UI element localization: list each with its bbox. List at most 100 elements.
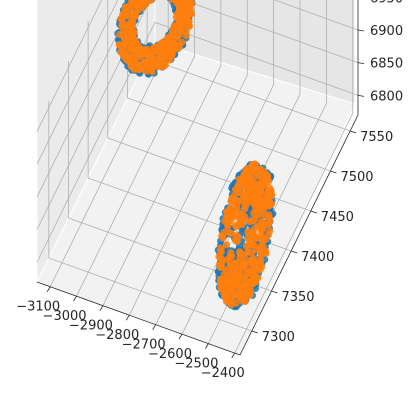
data-point — [127, 18, 135, 27]
data-point — [131, 37, 139, 45]
data-point — [178, 6, 186, 15]
data-point — [240, 205, 249, 213]
data-point — [187, 10, 196, 18]
data-point — [233, 237, 241, 245]
data-point — [244, 291, 252, 299]
data-point — [222, 278, 230, 286]
data-point — [248, 160, 256, 169]
data-point — [130, 11, 138, 19]
data-point — [217, 254, 225, 262]
data-point — [171, 44, 179, 53]
data-point — [222, 267, 230, 275]
x-tick-label: −2900 — [69, 319, 113, 334]
data-point — [226, 259, 235, 267]
data-point — [126, 34, 134, 42]
data-point — [233, 201, 241, 209]
data-point — [142, 67, 150, 75]
data-point — [236, 280, 244, 288]
data-point — [118, 43, 126, 51]
data-point — [261, 211, 269, 220]
x-gridline — [102, 0, 222, 306]
data-point — [234, 258, 242, 267]
x-tick-mark — [125, 314, 130, 321]
y-gridline — [48, 101, 252, 332]
z-tick-mark — [357, 29, 365, 32]
data-point — [249, 229, 257, 237]
data-point — [241, 271, 249, 279]
data-point — [236, 248, 244, 256]
data-point — [232, 223, 240, 231]
y-tick-label: 7500 — [340, 170, 373, 185]
data-point — [235, 183, 243, 191]
data-point — [127, 0, 135, 8]
data-point — [222, 293, 230, 301]
data-point — [259, 206, 268, 214]
data-point — [176, 25, 184, 33]
x-gridline — [234, 0, 354, 354]
y-gridline — [127, 0, 331, 172]
data-point — [258, 199, 266, 207]
data-point — [251, 200, 259, 208]
y-tick-label: 7300 — [262, 330, 295, 345]
data-point — [152, 62, 160, 71]
y-tick-label: 7400 — [301, 250, 334, 265]
data-point — [169, 27, 177, 35]
z-tick-label: 6900 — [370, 24, 403, 39]
data-point — [243, 242, 251, 250]
x-tick-mark — [99, 305, 104, 311]
z-tick-label: 6950 — [370, 0, 403, 6]
data-point — [252, 187, 260, 195]
x-gridline — [76, 0, 195, 297]
x-tick-mark — [46, 286, 51, 292]
x-tick-label: −2400 — [201, 366, 245, 381]
data-point — [177, 13, 185, 21]
z-tick-mark — [357, 94, 365, 97]
data-point — [244, 171, 252, 179]
y-tick-mark — [350, 130, 357, 134]
data-point — [255, 180, 263, 189]
data-point — [224, 219, 232, 228]
data-point — [227, 229, 235, 238]
data-point — [157, 53, 165, 61]
data-points — [114, 0, 277, 311]
data-point — [266, 227, 274, 235]
data-point — [244, 235, 252, 243]
data-point — [235, 215, 243, 223]
data-point — [246, 194, 254, 203]
data-point — [168, 50, 176, 58]
data-point — [231, 195, 239, 203]
x-tick-label: −2500 — [174, 357, 218, 372]
x-gridline — [128, 0, 248, 316]
z-tick-label: 6850 — [370, 57, 403, 72]
tick-labels: −3100−3000−2900−2800−2700−2600−2500−2400… — [16, 0, 403, 381]
data-point — [224, 214, 232, 222]
x-tick-label: −3000 — [43, 309, 87, 324]
data-point — [128, 57, 136, 66]
x-tick-label: −2700 — [122, 338, 166, 353]
data-point — [246, 218, 254, 226]
y-axis-line — [239, 114, 359, 356]
data-point — [122, 56, 130, 64]
y-tick-mark — [291, 250, 298, 254]
y-tick-mark — [251, 330, 258, 334]
x-tick-mark — [178, 333, 183, 340]
data-point — [118, 21, 126, 29]
data-point — [243, 165, 251, 173]
data-point — [141, 46, 149, 54]
data-point — [263, 198, 271, 206]
data-point — [222, 241, 231, 249]
data-point — [120, 50, 128, 59]
data-point — [176, 0, 184, 8]
z-gridline — [36, 0, 359, 198]
data-point — [258, 233, 266, 241]
data-point — [148, 48, 156, 56]
x-tick-mark — [73, 296, 77, 302]
y-tick-mark — [271, 290, 278, 294]
data-point — [139, 1, 148, 9]
data-point — [265, 218, 274, 226]
data-point — [151, 0, 157, 1]
z-gridline — [36, 21, 359, 263]
data-point — [220, 228, 228, 236]
z-tick-mark — [357, 62, 365, 65]
